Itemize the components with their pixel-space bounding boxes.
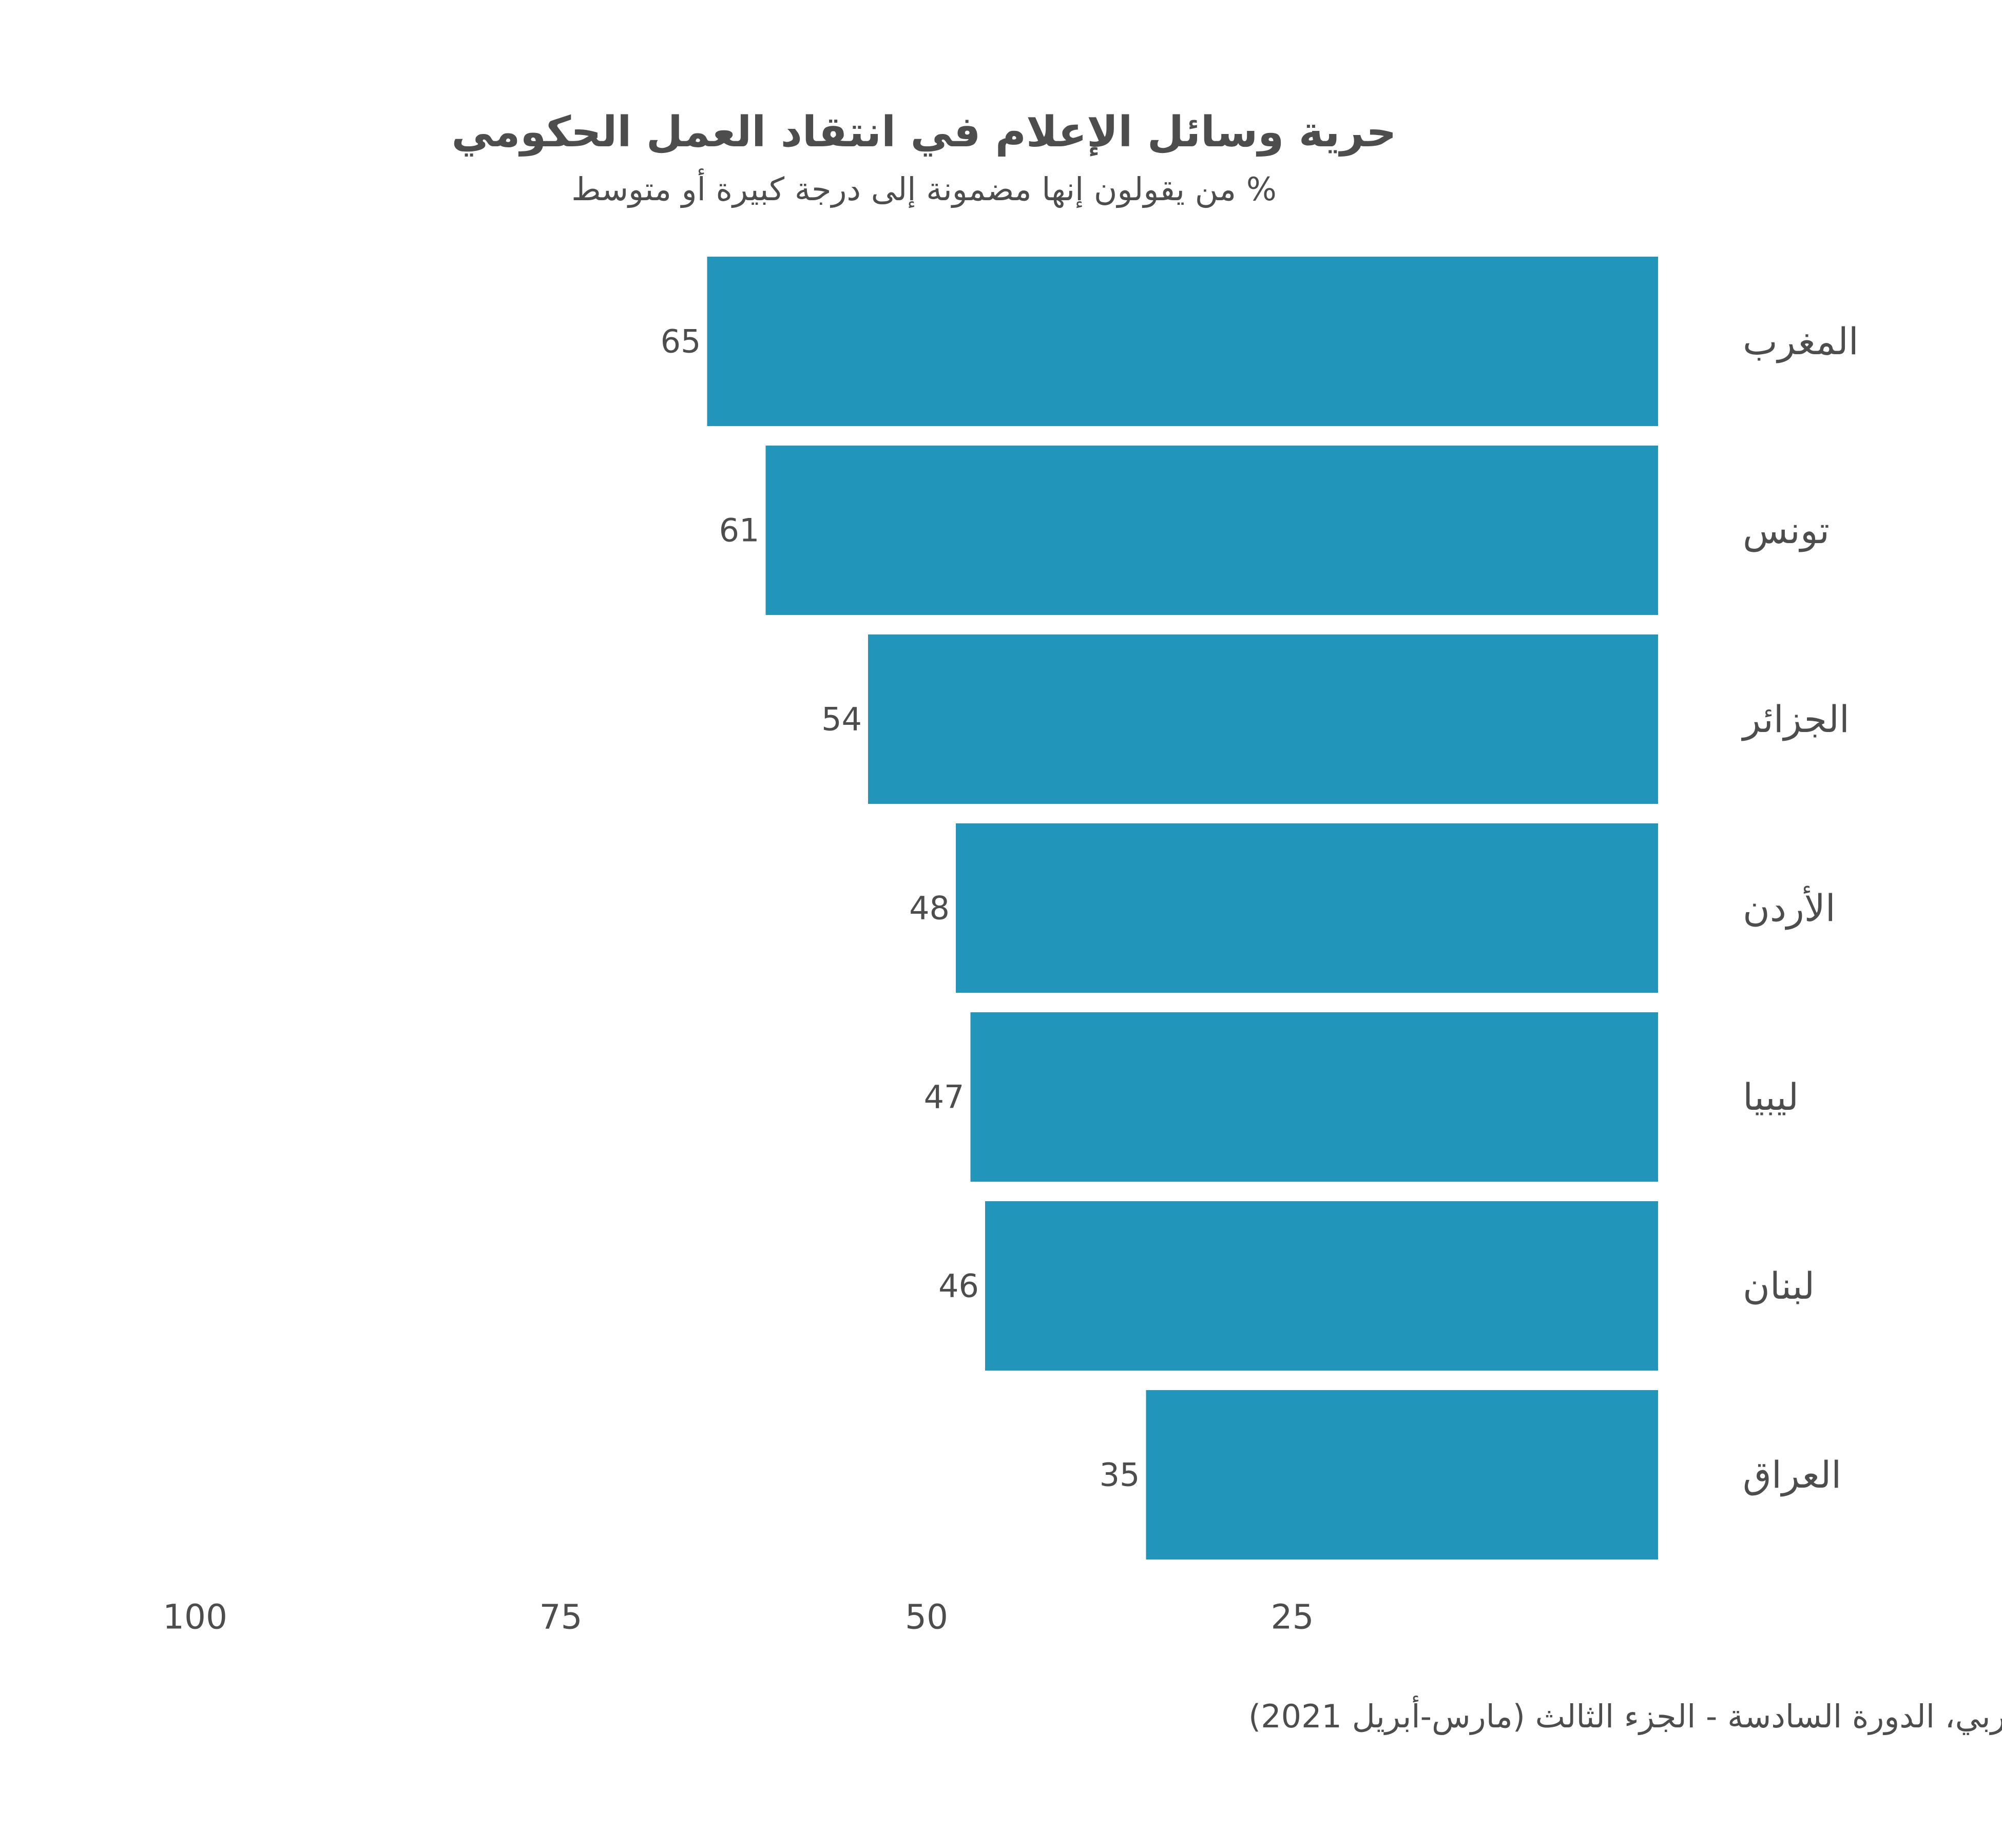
bar-6	[985, 1201, 1658, 1371]
x-tick-label-100: 100	[163, 1597, 227, 1637]
x-axis: 100 75 50 25	[163, 1597, 1314, 1637]
value-label-6: 46	[938, 1267, 979, 1305]
value-labels-layer: 65 61 54 48 47 46 35	[661, 323, 1140, 1494]
category-label-2: تونس	[1743, 509, 1830, 552]
x-tick-label-75: 75	[540, 1597, 583, 1637]
value-label-3: 54	[821, 701, 862, 738]
bar-7	[1146, 1390, 1658, 1560]
x-tick-label-25: 25	[1271, 1597, 1314, 1637]
bars-layer	[707, 257, 1658, 1560]
category-labels-layer: المغرب تونس الجزائر الأردن ليبيا لبنان العراق	[1741, 320, 1859, 1497]
category-label-3: الجزائر	[1741, 698, 1850, 741]
bar-4	[956, 823, 1658, 993]
category-label-5: ليبيا	[1743, 1075, 1799, 1119]
chart-title: حرية وسائل الإعلام في انتقاد العمل الحكو…	[452, 108, 1397, 157]
bar-5	[970, 1012, 1658, 1182]
bar-3	[868, 634, 1658, 804]
value-label-2: 61	[719, 512, 760, 549]
value-label-5: 47	[924, 1079, 965, 1116]
chart-caption: الباروميتر العربي، الدورة السادسة - الجز…	[1248, 1696, 2002, 1735]
category-label-1: المغرب	[1743, 320, 1859, 363]
bar-2	[765, 446, 1658, 615]
category-label-6: لبنان	[1743, 1264, 1815, 1307]
value-label-7: 35	[1100, 1456, 1140, 1494]
category-label-4: الأردن	[1743, 886, 1836, 930]
bar-1	[707, 257, 1658, 426]
x-tick-label-50: 50	[905, 1597, 948, 1637]
value-label-1: 65	[661, 323, 701, 360]
value-label-4: 48	[909, 890, 950, 927]
category-label-7: العراق	[1743, 1453, 1841, 1497]
chart-subtitle: % من يقولون إنها مضمونة إلى درجة كبيرة أ…	[571, 168, 1277, 208]
